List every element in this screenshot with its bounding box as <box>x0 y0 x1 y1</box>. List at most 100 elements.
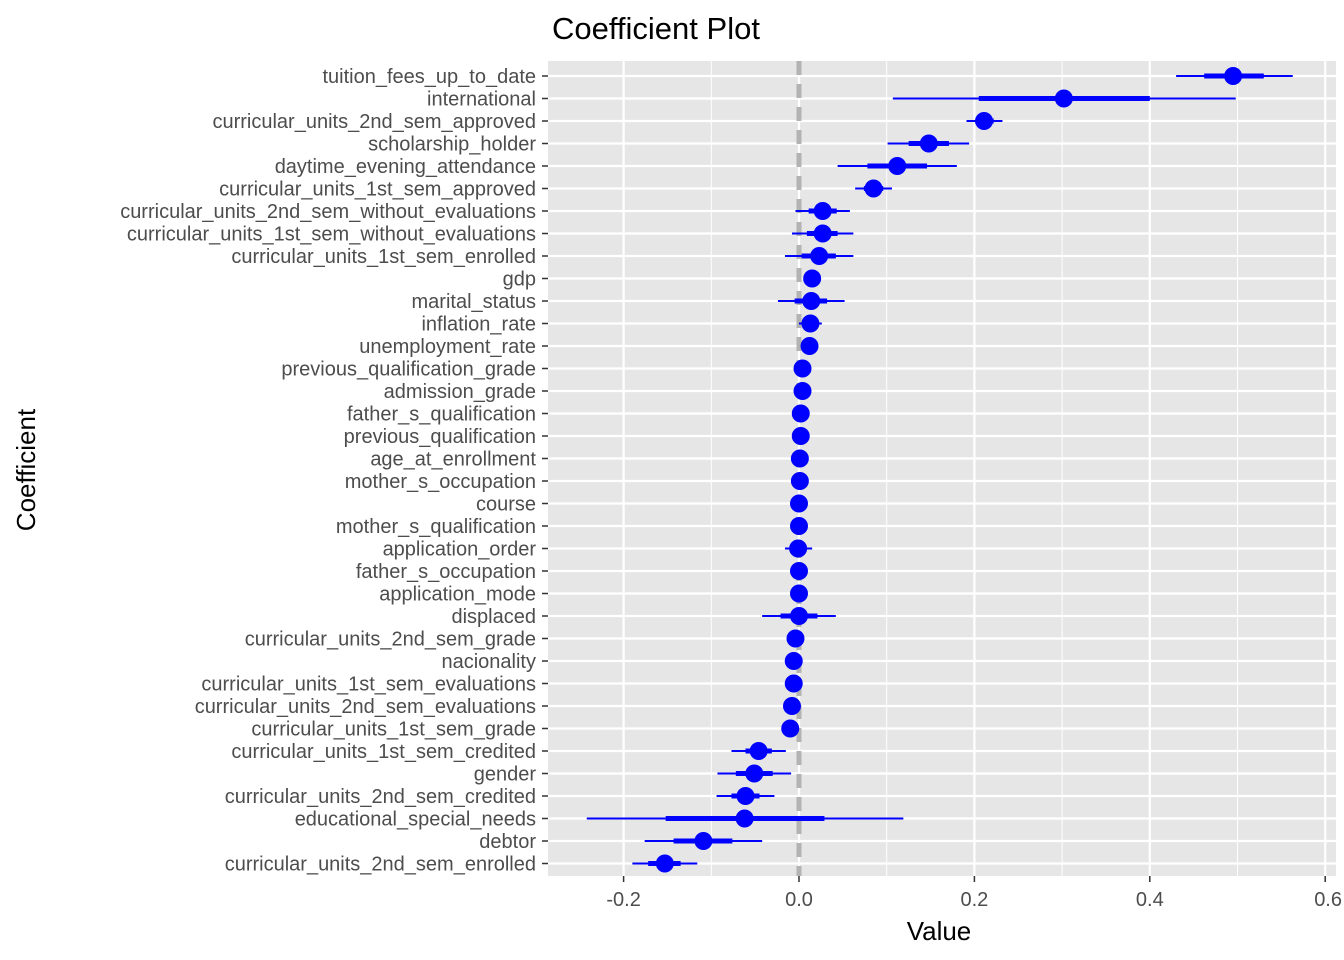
coefficient-point <box>789 539 808 558</box>
coefficient-marks <box>586 67 1293 873</box>
x-tick-label: 0.0 <box>785 889 813 911</box>
coefficient-mark <box>717 764 792 783</box>
x-tick-label: -0.2 <box>606 889 640 911</box>
coefficient-point <box>813 202 832 220</box>
y-tick-label: curricular_units_1st_sem_enrolled <box>231 246 536 268</box>
coefficient-mark <box>731 742 786 760</box>
coefficient-mark <box>644 832 763 850</box>
y-tick-label: application_mode <box>379 584 536 606</box>
coefficient-mark <box>632 854 698 873</box>
x-tick-label: 0.2 <box>960 889 988 911</box>
y-tick-label: mother_s_occupation <box>345 471 536 493</box>
coefficient-point <box>694 832 713 850</box>
chart-title: Coefficient Plot <box>552 11 760 46</box>
coefficient-point <box>1224 67 1243 85</box>
y-tick-label: curricular_units_1st_sem_credited <box>231 741 536 763</box>
coefficient-point <box>745 764 764 783</box>
coefficient-point <box>784 652 803 670</box>
coefficient-mark <box>716 787 775 805</box>
coefficient-point <box>790 584 808 603</box>
coefficient-mark <box>784 539 813 558</box>
coefficient-mark <box>887 134 970 153</box>
coefficient-point <box>802 292 821 310</box>
coefficient-point <box>736 787 755 805</box>
coefficient-mark <box>790 472 809 490</box>
coefficient-point <box>749 742 768 760</box>
coefficient-mark <box>855 179 892 198</box>
coefficient-point <box>1054 89 1073 108</box>
y-tick-label: curricular_units_2nd_sem_credited <box>225 786 536 808</box>
y-tick-label: curricular_units_2nd_sem_evaluations <box>195 696 536 718</box>
coefficient-mark <box>791 427 810 445</box>
coefficient-mark <box>786 629 805 648</box>
y-tick-label: curricular_units_1st_sem_evaluations <box>201 674 536 696</box>
coefficient-mark <box>777 292 845 310</box>
y-tick-label: admission_grade <box>384 381 536 403</box>
coefficient-mark <box>1176 67 1293 85</box>
coefficient-mark <box>790 517 808 535</box>
y-tick-label: educational_special_needs <box>295 809 536 831</box>
y-tick-label: nacionality <box>441 651 536 673</box>
coefficient-mark <box>784 247 854 265</box>
y-axis-title: Coefficient <box>11 408 41 531</box>
coefficient-mark <box>799 314 822 333</box>
coefficient-mark <box>795 202 850 220</box>
coefficient-mark <box>790 449 809 468</box>
y-tick-label: gender <box>474 764 537 786</box>
coefficient-mark <box>791 224 854 243</box>
y-tick-label: curricular_units_2nd_sem_grade <box>245 629 536 651</box>
coefficient-mark <box>837 157 957 175</box>
coefficient-point <box>782 697 801 715</box>
coefficient-point <box>790 494 808 513</box>
x-tick-label: 0.6 <box>1314 889 1342 911</box>
y-tick-label: marital_status <box>412 291 537 313</box>
coefficient-point <box>735 809 754 828</box>
y-tick-label: gdp <box>503 269 536 291</box>
coefficient-mark <box>803 269 822 288</box>
plot-panel <box>548 61 1336 876</box>
coefficient-mark <box>790 562 808 580</box>
coefficient-point <box>790 562 808 580</box>
coefficient-mark <box>762 607 836 625</box>
coefficient-point <box>790 607 808 625</box>
coefficient-point <box>790 472 809 490</box>
y-tick-label: mother_s_qualification <box>336 516 536 538</box>
y-tick-label: previous_qualification <box>344 426 536 448</box>
coefficient-mark <box>800 337 819 355</box>
coefficient-mark <box>782 697 801 715</box>
y-tick-labels: tuition_fees_up_to_dateinternationalcurr… <box>120 66 548 876</box>
y-tick-label: debtor <box>479 831 536 853</box>
y-tick-label: international <box>427 89 536 111</box>
y-tick-label: age_at_enrollment <box>370 449 536 471</box>
coefficient-point <box>813 224 832 243</box>
y-tick-label: displaced <box>451 606 536 628</box>
y-tick-label: scholarship_holder <box>368 134 536 156</box>
y-tick-label: daytime_evening_attendance <box>275 156 536 178</box>
coefficient-point <box>790 517 808 535</box>
coefficient-mark <box>784 652 803 670</box>
x-axis-title: Value <box>907 916 972 946</box>
y-tick-label: curricular_units_2nd_sem_enrolled <box>225 854 536 876</box>
coefficient-point <box>790 449 809 468</box>
y-tick-label: curricular_units_1st_sem_without_evaluat… <box>127 224 536 246</box>
coefficient-mark <box>892 89 1236 108</box>
coefficient-mark <box>793 382 812 400</box>
coefficient-point <box>975 112 994 130</box>
coefficient-point <box>655 854 674 873</box>
coefficient-point <box>864 179 883 198</box>
coefficient-point <box>786 629 805 648</box>
coefficient-point <box>803 269 822 288</box>
coefficient-point <box>888 157 907 175</box>
y-tick-label: curricular_units_2nd_sem_approved <box>212 111 536 133</box>
y-tick-label: tuition_fees_up_to_date <box>322 66 536 88</box>
x-tick-label: 0.4 <box>1136 889 1164 911</box>
y-tick-label: curricular_units_1st_sem_approved <box>219 179 536 201</box>
coefficient-mark <box>781 719 800 738</box>
coefficient-point <box>784 674 803 693</box>
y-tick-label: unemployment_rate <box>359 336 536 358</box>
y-tick-label: inflation_rate <box>421 314 536 336</box>
coefficient-mark <box>790 494 808 513</box>
coefficient-point <box>801 314 820 333</box>
coefficient-mark <box>966 112 1003 130</box>
